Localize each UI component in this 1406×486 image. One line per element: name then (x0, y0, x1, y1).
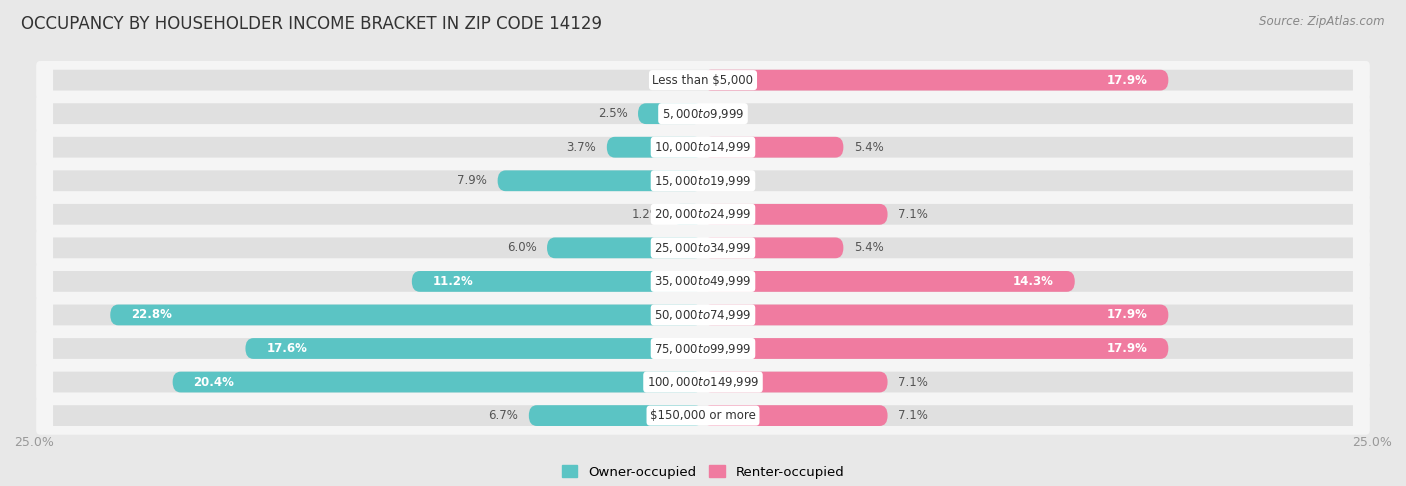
Text: 11.2%: 11.2% (433, 275, 474, 288)
Text: 7.9%: 7.9% (457, 174, 488, 187)
FancyBboxPatch shape (53, 271, 1353, 292)
Text: 17.9%: 17.9% (1107, 73, 1147, 87)
FancyBboxPatch shape (53, 238, 1353, 258)
FancyBboxPatch shape (246, 338, 703, 359)
Text: $75,000 to $99,999: $75,000 to $99,999 (654, 342, 752, 355)
Text: 25.0%: 25.0% (1353, 436, 1392, 450)
Text: 17.9%: 17.9% (1107, 309, 1147, 321)
Text: OCCUPANCY BY HOUSEHOLDER INCOME BRACKET IN ZIP CODE 14129: OCCUPANCY BY HOUSEHOLDER INCOME BRACKET … (21, 15, 602, 33)
FancyBboxPatch shape (638, 103, 703, 124)
FancyBboxPatch shape (53, 204, 1353, 225)
Text: $25,000 to $34,999: $25,000 to $34,999 (654, 241, 752, 255)
Text: 0.0%: 0.0% (716, 174, 745, 187)
Text: 0.0%: 0.0% (661, 73, 690, 87)
Text: 7.1%: 7.1% (898, 208, 928, 221)
Text: 14.3%: 14.3% (1014, 275, 1054, 288)
Legend: Owner-occupied, Renter-occupied: Owner-occupied, Renter-occupied (557, 460, 849, 484)
FancyBboxPatch shape (53, 405, 1353, 426)
Text: 5.4%: 5.4% (853, 141, 883, 154)
Text: $50,000 to $74,999: $50,000 to $74,999 (654, 308, 752, 322)
FancyBboxPatch shape (703, 69, 1168, 90)
FancyBboxPatch shape (703, 238, 844, 258)
FancyBboxPatch shape (703, 137, 844, 157)
Text: Less than $5,000: Less than $5,000 (652, 73, 754, 87)
FancyBboxPatch shape (37, 262, 1369, 300)
Text: 7.1%: 7.1% (898, 409, 928, 422)
FancyBboxPatch shape (53, 103, 1353, 124)
Text: 22.8%: 22.8% (131, 309, 172, 321)
FancyBboxPatch shape (37, 229, 1369, 267)
FancyBboxPatch shape (703, 204, 887, 225)
FancyBboxPatch shape (672, 204, 703, 225)
FancyBboxPatch shape (37, 128, 1369, 166)
Text: 6.0%: 6.0% (508, 242, 537, 254)
FancyBboxPatch shape (703, 305, 1168, 325)
FancyBboxPatch shape (53, 171, 1353, 191)
Text: 7.1%: 7.1% (898, 376, 928, 388)
FancyBboxPatch shape (37, 195, 1369, 233)
Text: $35,000 to $49,999: $35,000 to $49,999 (654, 275, 752, 288)
Text: 6.7%: 6.7% (488, 409, 519, 422)
FancyBboxPatch shape (53, 69, 1353, 90)
Text: 2.5%: 2.5% (598, 107, 627, 120)
FancyBboxPatch shape (53, 372, 1353, 393)
FancyBboxPatch shape (173, 372, 703, 393)
Text: 3.7%: 3.7% (567, 141, 596, 154)
FancyBboxPatch shape (703, 405, 887, 426)
FancyBboxPatch shape (547, 238, 703, 258)
FancyBboxPatch shape (703, 338, 1168, 359)
Text: 5.4%: 5.4% (853, 242, 883, 254)
Text: $10,000 to $14,999: $10,000 to $14,999 (654, 140, 752, 154)
Text: 20.4%: 20.4% (194, 376, 235, 388)
Text: 17.6%: 17.6% (266, 342, 307, 355)
Text: $5,000 to $9,999: $5,000 to $9,999 (662, 106, 744, 121)
FancyBboxPatch shape (703, 372, 887, 393)
FancyBboxPatch shape (53, 338, 1353, 359)
FancyBboxPatch shape (37, 363, 1369, 401)
Text: $100,000 to $149,999: $100,000 to $149,999 (647, 375, 759, 389)
Text: Source: ZipAtlas.com: Source: ZipAtlas.com (1260, 15, 1385, 28)
Text: 25.0%: 25.0% (14, 436, 53, 450)
FancyBboxPatch shape (37, 296, 1369, 334)
FancyBboxPatch shape (110, 305, 703, 325)
FancyBboxPatch shape (703, 271, 1074, 292)
FancyBboxPatch shape (53, 137, 1353, 157)
FancyBboxPatch shape (37, 95, 1369, 133)
Text: $15,000 to $19,999: $15,000 to $19,999 (654, 174, 752, 188)
FancyBboxPatch shape (37, 397, 1369, 434)
Text: 0.0%: 0.0% (716, 107, 745, 120)
FancyBboxPatch shape (529, 405, 703, 426)
FancyBboxPatch shape (53, 305, 1353, 325)
FancyBboxPatch shape (498, 171, 703, 191)
Text: 1.2%: 1.2% (631, 208, 661, 221)
FancyBboxPatch shape (37, 162, 1369, 200)
FancyBboxPatch shape (607, 137, 703, 157)
Text: $150,000 or more: $150,000 or more (650, 409, 756, 422)
FancyBboxPatch shape (412, 271, 703, 292)
FancyBboxPatch shape (37, 61, 1369, 99)
FancyBboxPatch shape (37, 330, 1369, 367)
Text: $20,000 to $24,999: $20,000 to $24,999 (654, 208, 752, 221)
Text: 17.9%: 17.9% (1107, 342, 1147, 355)
